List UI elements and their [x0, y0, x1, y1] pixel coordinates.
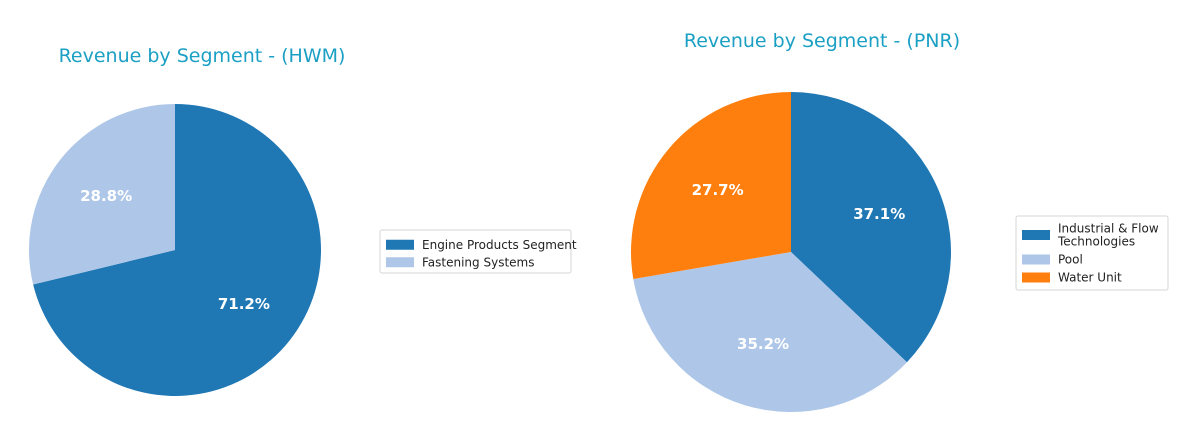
legend-frame [1015, 215, 1169, 291]
legend-pnr: Industrial & Flow Technologies Pool Water U… [1015, 215, 1169, 291]
pct-label-water-unit: 27.7% [692, 181, 744, 199]
pie-slice-fastening-systems [28, 104, 175, 285]
pie-slices-pnr [631, 92, 951, 412]
legend-swatch-pool [1022, 254, 1050, 265]
legend-swatch-water-unit [1022, 272, 1050, 283]
legend-swatch-industrial-flow-technologies [1022, 230, 1050, 240]
legend-label-fastening-systems: Fastening Systems [422, 255, 534, 269]
legend-label-engine-products-segment: Engine Products Segment [422, 238, 577, 252]
pie-slice-pool [633, 252, 907, 412]
pct-label-industrial-flow-technologies: 37.1% [853, 205, 905, 223]
pie-slice-industrial-flow-technologies [791, 92, 951, 363]
chart-title-pnr: Revenue by Segment - (PNR) [684, 30, 960, 52]
pct-label-pool: 35.2% [737, 335, 789, 353]
legend-label-industrial-flow-technologies: Industrial & Flow Technologies [1057, 222, 1159, 249]
pie-slices-hwm [28, 104, 321, 396]
pie-slice-engine-products-segment [33, 104, 321, 396]
pie-labels-hwm: 71.2% 28.8% [80, 187, 270, 313]
pct-label-engine-products-segment: 71.2% [218, 295, 270, 313]
legend-label-pool: Pool [1058, 253, 1083, 267]
pie-chart-hwm: Revenue by Segment - (HWM) 71.2% 28.8% En… [28, 45, 577, 396]
legend-swatch-engine-products-segment [386, 239, 414, 250]
pct-label-fastening-systems: 28.8% [80, 187, 132, 205]
legend-hwm: Engine Products Segment Fastening Systems [379, 229, 577, 274]
legend-label-water-unit: Water Unit [1058, 271, 1122, 285]
legend-swatch-fastening-systems [386, 257, 414, 268]
pie-slice-water-unit [631, 92, 791, 280]
legend-frame [379, 229, 572, 274]
pie-chart-pnr: Revenue by Segment - (PNR) 37.1% 35.2% 27.… [631, 30, 1169, 412]
pie-labels-pnr: 37.1% 35.2% 27.7% [692, 181, 906, 353]
chart-title-hwm: Revenue by Segment - (HWM) [59, 45, 346, 67]
